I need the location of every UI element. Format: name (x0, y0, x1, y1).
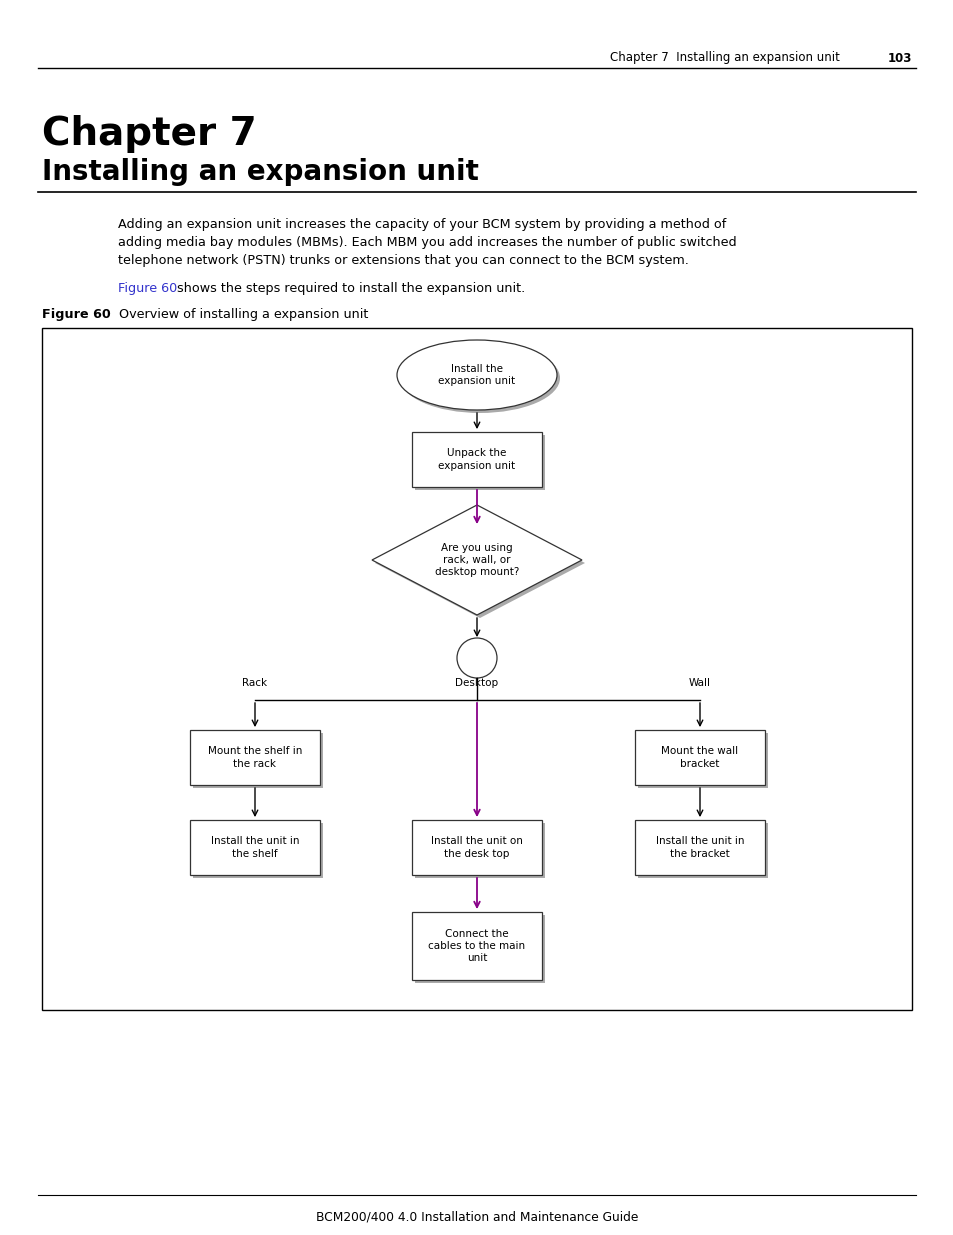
Bar (412, 432, 541, 487)
Bar (412, 911, 541, 981)
Text: 103: 103 (886, 52, 911, 64)
Text: BCM200/400 4.0 Installation and Maintenance Guide: BCM200/400 4.0 Installation and Maintena… (315, 1210, 638, 1223)
Text: Connect the
cables to the main
unit: Connect the cables to the main unit (428, 929, 525, 963)
Text: Desktop: Desktop (455, 678, 498, 688)
Bar (42, 329, 911, 1010)
Bar (638, 823, 767, 878)
Ellipse shape (396, 340, 557, 410)
Circle shape (456, 638, 497, 678)
Text: Mount the wall
bracket: Mount the wall bracket (660, 746, 738, 768)
Text: Mount the shelf in
the rack: Mount the shelf in the rack (208, 746, 302, 768)
Text: Wall: Wall (688, 678, 710, 688)
Bar (415, 823, 544, 878)
Text: Install the unit in
the shelf: Install the unit in the shelf (211, 836, 299, 858)
Bar (415, 915, 544, 983)
Text: adding media bay modules (MBMs). Each MBM you add increases the number of public: adding media bay modules (MBMs). Each MB… (118, 236, 736, 249)
Text: telephone network (PSTN) trunks or extensions that you can connect to the BCM sy: telephone network (PSTN) trunks or exten… (118, 254, 688, 267)
Polygon shape (372, 505, 581, 615)
Polygon shape (375, 508, 584, 618)
Bar (415, 435, 544, 490)
Bar (412, 820, 541, 876)
Bar (190, 730, 319, 785)
Text: shows the steps required to install the expansion unit.: shows the steps required to install the … (172, 282, 525, 295)
Text: Unpack the
expansion unit: Unpack the expansion unit (438, 448, 515, 471)
Text: Are you using
rack, wall, or
desktop mount?: Are you using rack, wall, or desktop mou… (435, 542, 518, 578)
Text: Overview of installing a expansion unit: Overview of installing a expansion unit (107, 308, 368, 321)
Bar (635, 820, 764, 876)
Text: Installing an expansion unit: Installing an expansion unit (42, 158, 478, 186)
Text: Chapter 7  Installing an expansion unit: Chapter 7 Installing an expansion unit (610, 52, 840, 64)
Text: Install the
expansion unit: Install the expansion unit (438, 364, 515, 387)
Bar (635, 730, 764, 785)
Text: Figure 60: Figure 60 (42, 308, 111, 321)
Text: Figure 60: Figure 60 (118, 282, 177, 295)
Text: Install the unit in
the bracket: Install the unit in the bracket (655, 836, 743, 858)
Text: Adding an expansion unit increases the capacity of your BCM system by providing : Adding an expansion unit increases the c… (118, 219, 725, 231)
Text: Chapter 7: Chapter 7 (42, 115, 256, 153)
Bar (638, 734, 767, 788)
Text: Rack: Rack (242, 678, 267, 688)
Text: Install the unit on
the desk top: Install the unit on the desk top (431, 836, 522, 858)
Ellipse shape (399, 343, 559, 412)
Bar (193, 734, 323, 788)
Bar (190, 820, 319, 876)
Bar (193, 823, 323, 878)
